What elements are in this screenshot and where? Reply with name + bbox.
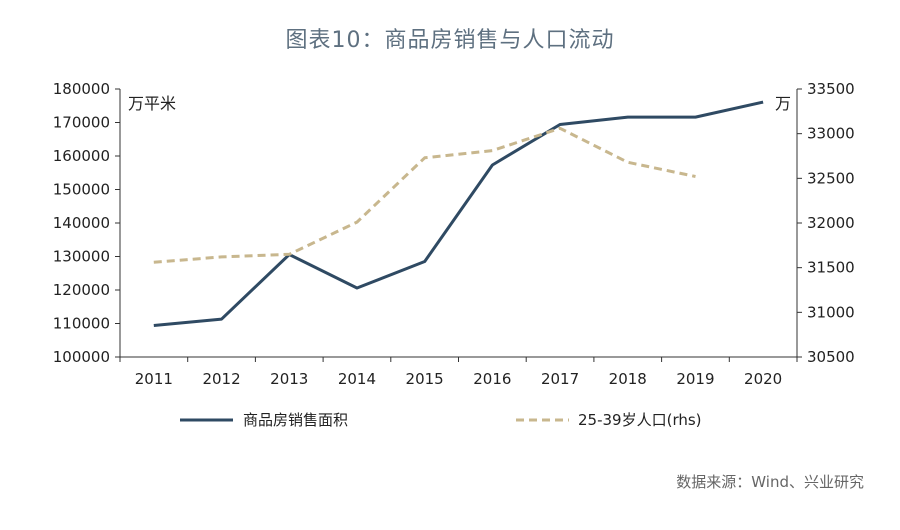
x-tick-label: 2014: [338, 370, 376, 388]
left-tick-label: 130000: [53, 248, 110, 266]
chart-title: 图表10：商品房销售与人口流动: [285, 28, 615, 53]
x-tick-label: 2013: [270, 370, 308, 388]
series-layer: [153, 100, 764, 327]
x-tick-label: 2015: [406, 370, 444, 388]
left-tick-label: 160000: [53, 147, 110, 165]
right-tick-label: 32000: [807, 214, 855, 232]
source-note: 数据来源：Wind、兴业研究: [676, 473, 864, 491]
left-tick-label: 170000: [53, 114, 110, 132]
legend-label-2: 25-39岁人口(rhs): [578, 411, 702, 429]
series-line-1: [153, 100, 764, 327]
right-tick-label: 31500: [807, 259, 855, 277]
right-tick-label: 31000: [807, 303, 855, 321]
x-tick-label: 2018: [609, 370, 647, 388]
left-tick-label: 120000: [53, 281, 110, 299]
right-axis-unit: 万: [775, 94, 791, 113]
x-tick-label: 2019: [676, 370, 714, 388]
x-tick-label: 2016: [473, 370, 511, 388]
left-tick-label: 180000: [53, 80, 110, 98]
axes-layer: [119, 89, 798, 358]
left-axis-unit: 万平米: [128, 94, 176, 113]
ticks-layer: 100000 110000 120000 130000 140000 150000 1600…: [53, 80, 855, 388]
left-tick-label: 150000: [53, 181, 110, 199]
left-tick-label: 140000: [53, 214, 110, 232]
left-tick-label: 110000: [53, 315, 110, 333]
left-tick-label: 100000: [53, 348, 110, 366]
x-tick-label: 2012: [202, 370, 240, 388]
right-tick-label: 33500: [807, 80, 855, 98]
legend-label-1: 商品房销售面积: [243, 411, 348, 429]
right-tick-label: 33000: [807, 125, 855, 143]
series-line-2: [153, 126, 696, 264]
x-tick-label: 2011: [135, 370, 173, 388]
x-tick-label: 2020: [744, 370, 782, 388]
legend-layer: 商品房销售面积 25-39岁人口(rhs): [180, 411, 702, 429]
right-tick-label: 32500: [807, 169, 855, 187]
x-tick-label: 2017: [541, 370, 579, 388]
right-tick-label: 30500: [807, 348, 855, 366]
